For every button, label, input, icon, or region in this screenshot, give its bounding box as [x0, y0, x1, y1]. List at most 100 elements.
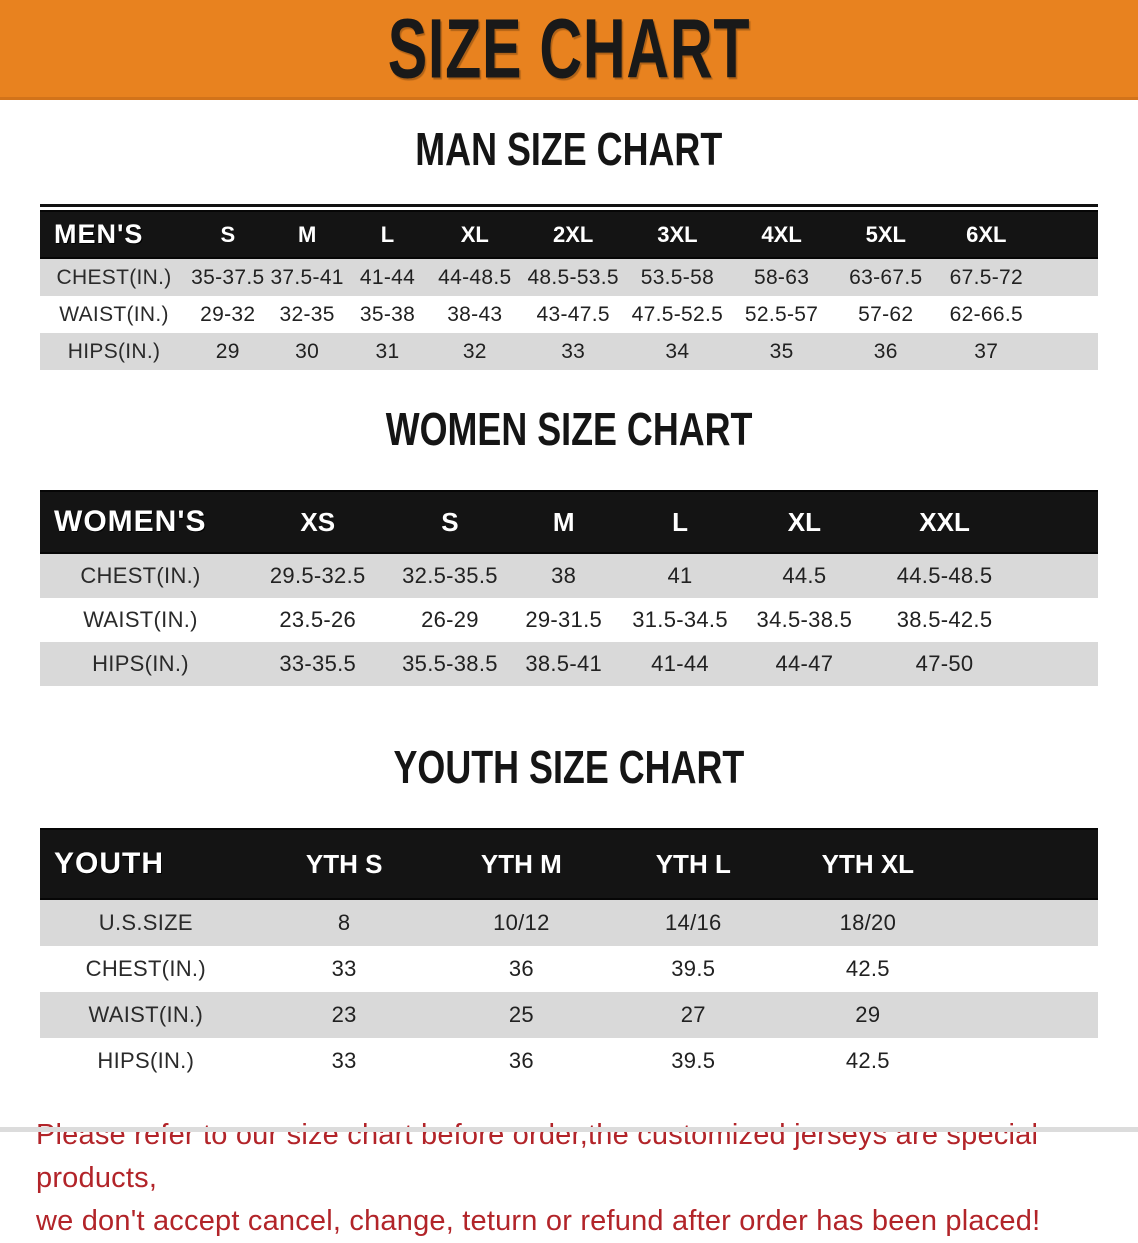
measurement-value-cell: 35-37.5 — [191, 265, 265, 289]
measurement-value-cell: 34.5-38.5 — [756, 607, 853, 632]
measurement-value-cell: 35-38 — [359, 302, 416, 326]
size-column-header: XL — [428, 210, 522, 259]
measurement-value-cell: 29-31.5 — [525, 607, 603, 632]
table-header-row: YOUTH YTH S YTH M YTH L YTH XL — [40, 828, 1098, 900]
youth-size-table-wrap: YOUTH YTH S YTH M YTH L YTH XL U.S.SIZE 8 10/12… — [40, 828, 1098, 1084]
measurement-value-cell: 57-62 — [858, 302, 914, 326]
measurement-value-cell: 31.5-34.5 — [632, 607, 728, 632]
row-spacer-cell — [1034, 333, 1098, 370]
size-column-header: L — [346, 210, 429, 259]
measurement-value-cell: 38-43 — [447, 302, 503, 326]
measurement-row-label: HIPS(IN.) — [67, 339, 161, 363]
measurement-value-cell: 34 — [665, 339, 690, 363]
measurement-value-cell: 36 — [508, 956, 534, 981]
measurement-value-cell: 32 — [462, 339, 487, 363]
page-title: SIZE CHART — [387, 1, 751, 95]
header-spacer-cell — [1018, 490, 1098, 554]
header-spacer-cell — [1034, 210, 1098, 259]
measurement-row-label: HIPS(IN.) — [97, 1048, 195, 1073]
measurement-value-cell: 47.5-52.5 — [631, 302, 724, 326]
measurement-row: HIPS(IN.) 33-35.5 35.5-38.5 38.5-41 41-44 44-… — [40, 642, 1098, 686]
measurement-value-cell: 37 — [974, 339, 999, 363]
measurement-row: CHEST(IN.) 29.5-32.5 32.5-35.5 38 41 44.5 44.5… — [40, 553, 1098, 598]
size-column-header: 3XL — [625, 210, 730, 259]
measurement-value-cell: 25 — [508, 1002, 534, 1027]
row-spacer-cell — [955, 992, 1098, 1038]
measurement-value-cell: 47-50 — [915, 651, 974, 676]
measurement-value-cell: 23.5-26 — [279, 607, 357, 632]
measurement-value-cell: 48.5-53.5 — [527, 265, 619, 289]
measurement-value-cell: 44.5-48.5 — [896, 563, 993, 588]
row-spacer-cell — [1019, 553, 1098, 598]
youth-section-heading-text: YOUTH SIZE CHART — [393, 741, 745, 793]
measurement-value-cell: 36 — [873, 339, 898, 363]
measurement-value-cell: 14/16 — [665, 910, 722, 935]
measurement-value-cell: 33 — [331, 956, 357, 981]
measurement-value-cell: 10/12 — [493, 910, 550, 935]
women-size-table: WOMEN'S XS S M L XL XXL CHEST(IN.) 29.5-32.5 32.5… — [40, 490, 1098, 686]
title-banner: SIZE CHART — [0, 0, 1138, 100]
measurement-row: CHEST(IN.) 33 36 39.5 42.5 — [40, 946, 1098, 992]
man-section-heading-text: MAN SIZE CHART — [415, 123, 723, 175]
size-column-header: 2XL — [521, 210, 626, 259]
measurement-value-cell: 52.5-57 — [744, 302, 819, 326]
measurement-value-cell: 42.5 — [845, 956, 890, 981]
youth-size-table: YOUTH YTH S YTH M YTH L YTH XL U.S.SIZE 8 10/12… — [40, 828, 1098, 1084]
measurement-row: WAIST(IN.) 23 25 27 29 — [40, 992, 1098, 1038]
man-size-table-wrap: MEN'S S M L XL 2XL 3XL 4XL 5XL 6XL CHEST(IN.) 35-37… — [40, 204, 1098, 370]
measurement-value-cell: 41-44 — [651, 651, 709, 676]
measurement-value-cell: 53.5-58 — [640, 265, 715, 289]
row-spacer-cell — [955, 899, 1098, 946]
measurement-value-cell: 67.5-72 — [949, 265, 1023, 289]
size-column-header: S — [188, 210, 268, 259]
measurement-value-cell: 29-32 — [200, 302, 256, 326]
measurement-row-label: WAIST(IN.) — [83, 607, 198, 632]
size-column-header: XL — [738, 490, 871, 554]
measurement-value-cell: 41-44 — [359, 265, 416, 289]
size-column-header: YTH L — [606, 828, 781, 900]
measurement-value-cell: 29.5-32.5 — [269, 563, 366, 588]
row-spacer-cell — [1034, 258, 1098, 296]
measurement-value-cell: 38.5-42.5 — [896, 607, 993, 632]
table-group-label: WOMEN'S — [40, 490, 242, 554]
measurement-value-cell: 44.5 — [782, 563, 827, 588]
measurement-row: HIPS(IN.) 29 30 31 32 33 34 35 36 37 — [40, 333, 1098, 370]
size-column-header: 5XL — [833, 210, 939, 259]
measurement-value-cell: 62-66.5 — [949, 302, 1023, 326]
measurement-value-cell: 29 — [215, 339, 240, 363]
size-column-header: 4XL — [729, 210, 834, 259]
size-column-header: 6XL — [938, 210, 1035, 259]
measurement-value-cell: 33-35.5 — [279, 651, 357, 676]
measurement-value-cell: 38 — [551, 563, 577, 588]
measurement-value-cell: 38.5-41 — [525, 651, 603, 676]
header-spacer-cell — [955, 828, 1098, 900]
row-spacer-cell — [955, 1038, 1098, 1084]
measurement-row-label: WAIST(IN.) — [88, 1002, 204, 1027]
size-column-header: M — [267, 210, 347, 259]
row-spacer-cell — [955, 946, 1098, 992]
measurement-row-label: WAIST(IN.) — [59, 302, 169, 326]
measurement-value-cell: 8 — [337, 910, 351, 935]
bottom-edge-line — [0, 1127, 1138, 1132]
measurement-row-label: CHEST(IN.) — [56, 265, 172, 289]
man-size-table: MEN'S S M L XL 2XL 3XL 4XL 5XL 6XL CHEST(IN.) 35-37… — [40, 210, 1098, 370]
measurement-value-cell: 36 — [508, 1048, 534, 1073]
measurement-row: HIPS(IN.) 33 36 39.5 42.5 — [40, 1038, 1098, 1084]
measurement-value-cell: 35.5-38.5 — [402, 651, 498, 676]
measurement-value-cell: 44-48.5 — [438, 265, 512, 289]
measurement-value-cell: 58-63 — [753, 265, 810, 289]
table-header-row: MEN'S S M L XL 2XL 3XL 4XL 5XL 6XL — [40, 210, 1098, 259]
measurement-value-cell: 41 — [667, 563, 693, 588]
size-column-header: S — [394, 490, 506, 554]
measurement-value-cell: 39.5 — [671, 1048, 716, 1073]
table-group-label: MEN'S — [40, 210, 189, 259]
measurement-value-cell: 33 — [331, 1048, 357, 1073]
measurement-value-cell: 29 — [855, 1002, 881, 1027]
size-column-header: M — [505, 490, 622, 554]
measurement-value-cell: 43-47.5 — [536, 302, 610, 326]
measurement-value-cell: 32-35 — [279, 302, 335, 326]
row-spacer-cell — [1019, 642, 1098, 686]
measurement-row: U.S.SIZE 8 10/12 14/16 18/20 — [40, 899, 1098, 946]
order-warning-line-2: we don't accept cancel, change, teturn o… — [36, 1205, 1041, 1237]
measurement-value-cell: 27 — [680, 1002, 706, 1027]
